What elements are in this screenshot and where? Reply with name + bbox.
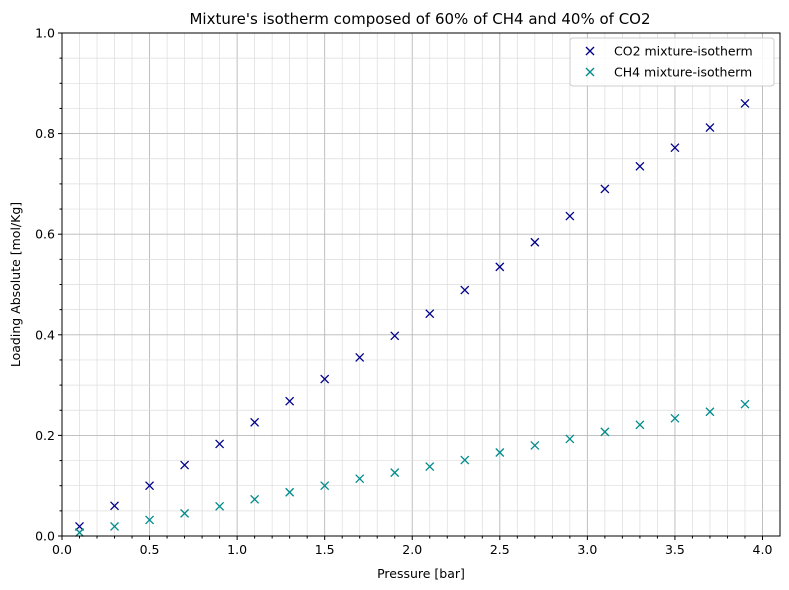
x-tick-label: 1.0 — [227, 542, 247, 557]
data-point-series-2 — [460, 455, 470, 465]
data-point-series-1 — [145, 481, 155, 491]
data-point-series-1 — [390, 331, 400, 341]
data-point-series-1 — [740, 98, 750, 108]
data-point-series-1 — [355, 352, 365, 362]
data-point-series-2 — [530, 441, 540, 450]
legend-box — [569, 37, 775, 87]
x-tick-label: 0.0 — [52, 542, 72, 557]
x-tick-label: 0.5 — [140, 542, 160, 557]
data-point-series-2 — [670, 413, 680, 423]
legend-marker — [585, 67, 595, 77]
data-point-series-2 — [355, 474, 365, 484]
plot-area — [75, 98, 750, 537]
axis-ticks: 0.0 0.5 1.0 1.5 2.0 2.5 3.0 3.5 4.0 0.0 0.2 0.4 0.6 0… — [35, 26, 772, 558]
data-point-series-1 — [530, 237, 540, 247]
x-tick-label: 2.5 — [490, 542, 510, 557]
data-point-series-2 — [425, 462, 435, 472]
legend-marker — [585, 46, 595, 56]
y-tick-label: 1.0 — [35, 26, 55, 41]
data-point-series-2 — [390, 468, 400, 478]
data-point-series-1 — [215, 439, 225, 449]
y-tick-label: 0.2 — [35, 428, 55, 443]
chart-title: Mixture's isotherm composed of 60% of CH… — [189, 10, 650, 28]
data-point-series-2 — [705, 407, 715, 417]
data-point-series-1 — [600, 184, 610, 194]
data-point-series-2 — [635, 420, 645, 430]
legend-label: CH4 mixture-isotherm — [614, 65, 752, 80]
data-point-series-1 — [250, 417, 260, 427]
legend: CO2 mixture-isotherm CH4 mixture-isotherm — [569, 37, 775, 87]
data-point-series-1 — [285, 396, 295, 406]
data-point-series-1 — [635, 161, 645, 171]
data-point-series-1 — [180, 460, 190, 470]
data-point-series-2 — [740, 399, 750, 409]
data-point-series-1 — [320, 374, 330, 384]
data-point-series-2 — [110, 521, 119, 531]
x-tick-label: 3.5 — [665, 542, 685, 557]
data-point-series-2 — [565, 434, 575, 444]
data-point-series-1 — [565, 211, 575, 221]
data-point-series-2 — [145, 515, 155, 525]
data-point-series-2 — [180, 508, 190, 518]
grid — [62, 33, 780, 536]
data-point-series-1 — [425, 309, 435, 319]
data-point-series-2 — [215, 501, 225, 511]
y-tick-label: 0.4 — [35, 327, 55, 342]
y-tick-label: 0.6 — [35, 227, 55, 242]
x-tick-label: 4.0 — [753, 542, 773, 557]
legend-label: CO2 mixture-isotherm — [614, 44, 753, 59]
x-axis-label: Pressure [bar] — [377, 566, 465, 581]
data-point-series-1 — [495, 262, 505, 272]
x-tick-label: 2.0 — [402, 542, 422, 557]
x-tick-label: 3.0 — [577, 542, 597, 557]
data-point-series-2 — [320, 481, 330, 491]
data-point-series-2 — [250, 494, 260, 504]
y-axis-label: Loading Absolute [mol/Kg] — [8, 202, 23, 367]
data-point-series-1 — [460, 285, 470, 295]
data-point-series-2 — [75, 528, 84, 537]
data-point-series-2 — [600, 427, 610, 437]
data-point-series-1 — [705, 123, 715, 133]
data-point-series-2 — [285, 487, 295, 497]
data-point-series-2 — [495, 448, 505, 457]
data-point-series-1 — [670, 143, 680, 153]
x-tick-label: 1.5 — [315, 542, 335, 557]
y-tick-label: 0.0 — [35, 529, 55, 544]
y-tick-label: 0.8 — [35, 126, 55, 141]
data-point-series-1 — [110, 501, 119, 511]
